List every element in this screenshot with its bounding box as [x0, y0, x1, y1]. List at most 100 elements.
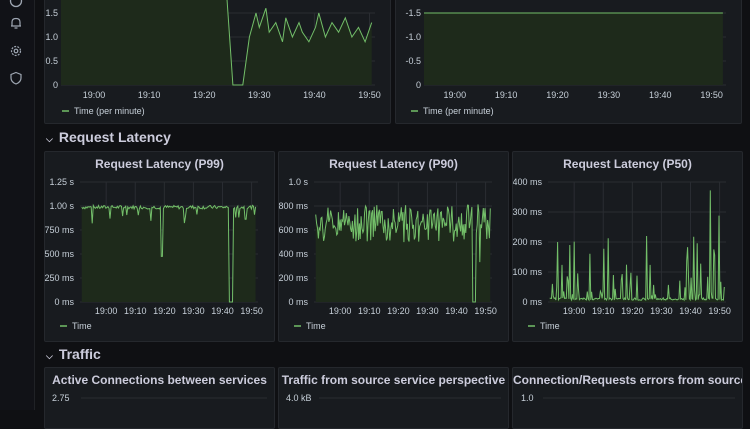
x-tick-label: 19:00 — [444, 90, 467, 100]
panel-title[interactable]: Request Latency (P50) — [563, 157, 692, 171]
legend-label: Time — [72, 321, 92, 331]
legend[interactable]: Time — [60, 321, 92, 331]
x-tick-label: 19:10 — [138, 90, 161, 100]
y-tick-label: 4.0 kB — [286, 393, 312, 403]
chart-p90: 0 ms 200 ms 400 ms 600 ms 800 ms 1.0 s 19:00 19… — [279, 177, 497, 331]
x-tick-label: 19:20 — [387, 306, 410, 316]
y-tick-label: 400 ms — [513, 177, 542, 187]
y-tick-label: 0 ms — [522, 297, 542, 307]
panel-latency-p99: Request Latency (P99) 0 ms 250 ms 500 ms 75… — [44, 151, 275, 342]
series-fill — [61, 0, 372, 85]
x-tick-label: 19:50 — [240, 306, 263, 316]
chevron-down-icon: ⌵ — [46, 134, 53, 144]
panel-title[interactable]: Request Latency (P90) — [329, 157, 458, 171]
panel-title[interactable]: Traffic from source service perspective — [281, 373, 506, 387]
y-tick-label: 200 ms — [279, 273, 308, 283]
shield-icon[interactable] — [9, 71, 23, 85]
y-tick-label: 500 ms — [45, 249, 74, 259]
gear-icon[interactable] — [9, 44, 23, 58]
row-title: Request Latency — [58, 129, 171, 145]
legend[interactable]: Time — [294, 321, 326, 331]
y-tick-label: 1.5 — [45, 8, 58, 18]
series-fill — [81, 205, 256, 302]
y-tick-label: 1.0 s — [288, 177, 308, 187]
legend[interactable]: Time (per minute) — [411, 106, 494, 116]
series-line — [549, 190, 725, 302]
x-tick-label: 19:00 — [563, 306, 586, 316]
panel-connection-errors: Connection/Requests errors from source s… — [512, 367, 743, 429]
x-tick-label: 19:30 — [182, 306, 205, 316]
x-tick-label: 19:30 — [598, 90, 621, 100]
row-header-traffic[interactable]: ⌵ Traffic — [46, 346, 101, 362]
x-tick-label: 19:30 — [248, 90, 271, 100]
panel-title[interactable]: Request Latency (P99) — [95, 157, 224, 171]
y-tick-label: 1.25 s — [49, 177, 74, 187]
legend-label: Time — [306, 321, 326, 331]
chart-top-right: 0 -0.5 -1.0 -1.5 19:00 19:10 19:20 19:30 19:40 19… — [405, 8, 726, 116]
x-tick-label: 19:40 — [649, 90, 672, 100]
row-title: Traffic — [58, 346, 101, 362]
legend-label: Time (per minute) — [423, 106, 494, 116]
bell-icon[interactable] — [9, 16, 23, 30]
x-tick-label: 19:40 — [679, 306, 702, 316]
sidebar — [0, 0, 35, 410]
x-tick-label: 19:40 — [445, 306, 468, 316]
x-tick-label: 19:10 — [358, 306, 381, 316]
panel-traffic-source: Traffic from source service perspective … — [278, 367, 509, 429]
x-tick-label: 19:20 — [153, 306, 176, 316]
x-tick-label: 19:10 — [124, 306, 147, 316]
series-fill — [424, 13, 723, 85]
panel-latency-p90: Request Latency (P90) 0 ms 200 ms 400 ms 60… — [278, 151, 509, 342]
x-tick-label: 19:30 — [416, 306, 439, 316]
legend-label: Time — [540, 321, 560, 331]
row-header-request-latency[interactable]: ⌵ Request Latency — [46, 129, 171, 145]
series-line — [315, 204, 491, 303]
chart-top-left: 0 0.5 1.0 1.5 19:00 19:10 19:20 19:30 19:40 19:50… — [45, 0, 381, 116]
x-tick-label: 19:00 — [95, 306, 118, 316]
y-tick-label: 0 — [416, 80, 421, 90]
y-tick-label: 200 ms — [513, 237, 542, 247]
compass-icon[interactable] — [9, 0, 23, 8]
y-tick-label: 400 ms — [279, 249, 308, 259]
chart-active-connections: 2.75 — [52, 393, 267, 403]
x-tick-label: 19:20 — [546, 90, 569, 100]
x-tick-label: 19:00 — [83, 90, 106, 100]
x-tick-label: 19:10 — [495, 90, 518, 100]
x-tick-label: 19:30 — [650, 306, 673, 316]
y-tick-label: 100 ms — [513, 267, 542, 277]
panel-title[interactable]: Active Connections between services — [52, 373, 267, 387]
panel-latency-p50: Request Latency (P50) 0 ms 100 ms 200 ms 30… — [512, 151, 743, 342]
series-line — [81, 203, 257, 303]
y-tick-label: -0.5 — [405, 56, 421, 66]
panel-active-connections: Active Connections between services 2.75 — [44, 367, 275, 429]
y-tick-label: 600 ms — [279, 225, 308, 235]
y-tick-label: 800 ms — [279, 201, 308, 211]
legend[interactable]: Time — [528, 321, 560, 331]
y-tick-label: 0.5 — [45, 56, 58, 66]
y-tick-label: -1.5 — [405, 8, 421, 18]
panel-title[interactable]: Connection/Requests errors from source s… — [513, 373, 742, 387]
y-tick-label: 250 ms — [45, 273, 74, 283]
chart-connection-errors: 1.0 — [521, 393, 735, 403]
x-tick-label: 19:40 — [211, 306, 234, 316]
chart-p50: 0 ms 100 ms 200 ms 300 ms 400 ms 19:00 19:10 19… — [513, 177, 731, 331]
chevron-down-icon: ⌵ — [46, 351, 53, 361]
x-tick-label: 19:10 — [592, 306, 615, 316]
x-tick-label: 19:50 — [700, 90, 723, 100]
x-tick-label: 19:50 — [474, 306, 497, 316]
y-tick-label: -1.0 — [405, 32, 421, 42]
x-tick-label: 19:50 — [358, 90, 381, 100]
y-tick-label: 2.75 — [52, 393, 70, 403]
y-tick-label: 300 ms — [513, 207, 542, 217]
chart-p99: 0 ms 250 ms 500 ms 750 ms 1.00 s 1.25 s 19:00 1… — [45, 177, 263, 331]
y-tick-label: 0 — [53, 80, 58, 90]
legend-label: Time (per minute) — [74, 106, 145, 116]
x-tick-label: 19:40 — [303, 90, 326, 100]
x-tick-label: 19:20 — [193, 90, 216, 100]
y-tick-label: 1.0 — [45, 32, 58, 42]
x-tick-label: 19:50 — [708, 306, 731, 316]
legend[interactable]: Time (per minute) — [62, 106, 145, 116]
x-tick-label: 19:20 — [621, 306, 644, 316]
y-tick-label: 0 ms — [54, 297, 74, 307]
y-tick-label: 1.0 — [521, 393, 534, 403]
